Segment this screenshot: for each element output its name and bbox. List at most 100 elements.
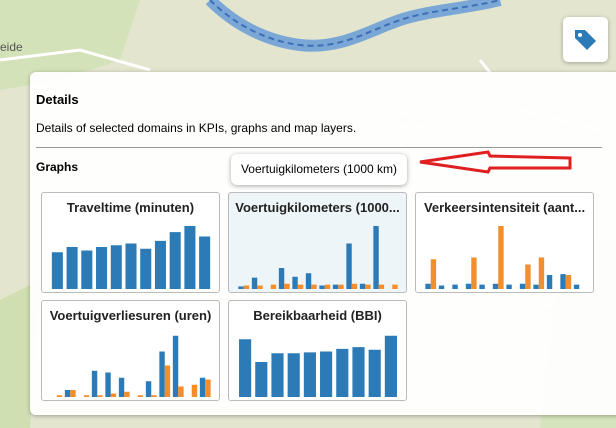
bar xyxy=(498,226,504,289)
bar xyxy=(351,283,358,289)
bar xyxy=(125,243,137,289)
graph-card[interactable]: Bereikbaarheid (BBI) xyxy=(228,300,407,401)
bar xyxy=(538,257,545,289)
bar xyxy=(110,393,117,397)
bar xyxy=(137,395,144,397)
bar xyxy=(199,236,211,289)
bar xyxy=(199,377,206,397)
bar xyxy=(546,275,553,289)
bar xyxy=(154,240,166,289)
bar xyxy=(303,352,316,397)
card-title: Verkeersintensiteit (aant... xyxy=(423,200,586,215)
card-title: Voertuigkilometers (1000... xyxy=(235,200,400,215)
bar xyxy=(271,353,284,397)
bar xyxy=(257,285,263,289)
bar xyxy=(378,284,385,289)
bar xyxy=(172,335,179,397)
bar xyxy=(81,250,93,289)
bar xyxy=(560,274,566,289)
bar xyxy=(239,339,252,397)
bar xyxy=(105,372,111,397)
card-title: Bereikbaarheid (BBI) xyxy=(253,308,382,323)
bar xyxy=(110,245,122,289)
bar xyxy=(51,252,63,289)
bar xyxy=(159,351,165,397)
graphs-heading: Graphs xyxy=(36,160,79,174)
bar xyxy=(392,284,398,289)
bar xyxy=(255,362,268,397)
bar xyxy=(319,285,325,289)
bar xyxy=(287,353,300,397)
bar xyxy=(533,284,539,289)
bar xyxy=(365,284,371,289)
bar xyxy=(471,257,477,289)
bar xyxy=(305,273,312,289)
bar xyxy=(368,349,381,397)
bar xyxy=(465,283,472,289)
bar xyxy=(352,347,365,397)
bar xyxy=(346,243,352,289)
bar xyxy=(332,284,339,289)
bar xyxy=(479,284,485,289)
bar xyxy=(519,283,526,289)
tooltip: Voertuigkilometers (1000 km) xyxy=(231,154,407,185)
bar xyxy=(70,390,76,397)
graph-card[interactable]: Voertuigkilometers (1000... xyxy=(228,192,407,293)
bar xyxy=(145,381,152,397)
bar xyxy=(169,232,181,289)
mini-chart xyxy=(51,226,211,289)
bar xyxy=(251,277,258,289)
bar xyxy=(124,391,130,397)
bar xyxy=(96,247,108,289)
bar xyxy=(311,284,317,289)
bar xyxy=(64,390,71,397)
bar xyxy=(56,395,63,397)
map-label: eide xyxy=(0,40,23,54)
graph-card[interactable]: Voertuigverliesuren (uren) xyxy=(41,300,220,401)
bar xyxy=(292,276,298,289)
bar xyxy=(184,226,196,289)
graph-card[interactable]: Verkeersintensiteit (aant... xyxy=(415,192,594,293)
bar xyxy=(97,395,103,397)
bar xyxy=(140,248,152,289)
bar xyxy=(83,395,90,397)
bar xyxy=(324,284,331,289)
mini-chart xyxy=(239,335,397,397)
arrow xyxy=(419,150,572,174)
bar xyxy=(151,395,157,397)
bar xyxy=(338,284,344,289)
divider xyxy=(36,147,602,148)
tag-icon xyxy=(575,30,596,50)
bar xyxy=(320,351,333,397)
bar xyxy=(278,268,285,289)
bar xyxy=(492,283,499,289)
graph-card[interactable]: Traveltime (minuten) xyxy=(41,192,220,293)
mini-chart xyxy=(56,335,211,397)
tag-button[interactable] xyxy=(563,17,608,62)
bar xyxy=(506,284,512,289)
bar xyxy=(425,283,431,289)
bar xyxy=(66,247,78,289)
bar xyxy=(243,285,250,289)
card-title: Voertuigverliesuren (uren) xyxy=(49,308,212,323)
bar xyxy=(118,377,125,397)
bar xyxy=(336,348,349,397)
card-title: Traveltime (minuten) xyxy=(66,200,195,215)
panel-title: Details xyxy=(36,92,79,107)
bar xyxy=(359,283,366,289)
mini-chart xyxy=(238,226,398,289)
bar xyxy=(284,283,290,289)
bar xyxy=(438,285,445,289)
bar xyxy=(384,335,397,397)
bar xyxy=(452,284,458,289)
bar xyxy=(164,365,171,397)
bar xyxy=(573,284,580,289)
bar xyxy=(373,226,379,289)
bar xyxy=(91,370,98,397)
bar xyxy=(565,275,572,289)
bar xyxy=(430,259,437,289)
bar xyxy=(270,284,277,289)
bar xyxy=(191,384,198,397)
bar xyxy=(238,286,244,289)
